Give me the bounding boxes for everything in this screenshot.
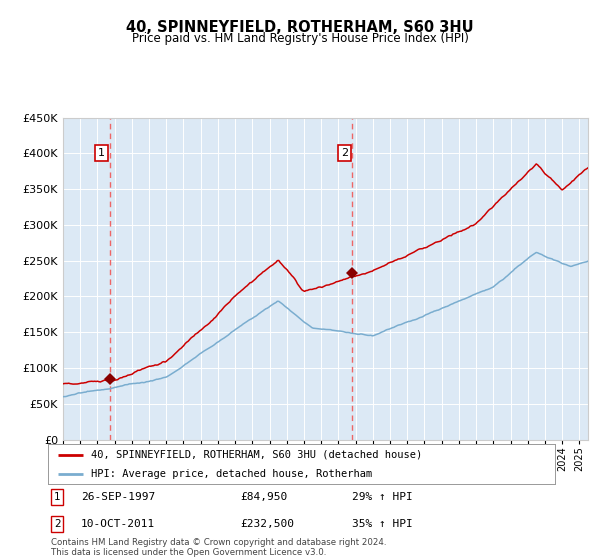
Text: 35% ↑ HPI: 35% ↑ HPI xyxy=(352,519,413,529)
Text: 40, SPINNEYFIELD, ROTHERHAM, S60 3HU (detached house): 40, SPINNEYFIELD, ROTHERHAM, S60 3HU (de… xyxy=(91,450,422,460)
Text: Contains HM Land Registry data © Crown copyright and database right 2024.
This d: Contains HM Land Registry data © Crown c… xyxy=(51,538,386,557)
Text: Price paid vs. HM Land Registry's House Price Index (HPI): Price paid vs. HM Land Registry's House … xyxy=(131,32,469,45)
Text: 2: 2 xyxy=(341,148,349,158)
Text: £84,950: £84,950 xyxy=(241,492,288,502)
Text: £232,500: £232,500 xyxy=(241,519,295,529)
Text: 26-SEP-1997: 26-SEP-1997 xyxy=(81,492,155,502)
Text: 2: 2 xyxy=(54,519,61,529)
Text: 40, SPINNEYFIELD, ROTHERHAM, S60 3HU: 40, SPINNEYFIELD, ROTHERHAM, S60 3HU xyxy=(126,20,474,35)
Text: 1: 1 xyxy=(54,492,61,502)
Text: 29% ↑ HPI: 29% ↑ HPI xyxy=(352,492,413,502)
Text: HPI: Average price, detached house, Rotherham: HPI: Average price, detached house, Roth… xyxy=(91,469,373,478)
Text: 1: 1 xyxy=(98,148,105,158)
Text: 10-OCT-2011: 10-OCT-2011 xyxy=(81,519,155,529)
